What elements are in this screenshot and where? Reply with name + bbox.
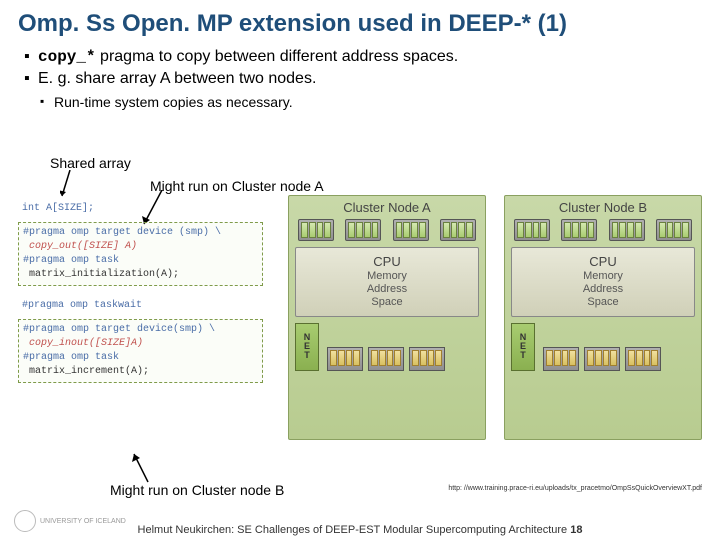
code-b1-l1: #pragma omp target device (smp) \	[23, 226, 258, 240]
accelerators-a	[327, 323, 479, 371]
accelerator	[625, 347, 661, 371]
cluster-node-b: Cluster Node B CPU Memory Address Space …	[504, 195, 702, 440]
node-a-title: Cluster Node A	[295, 200, 479, 215]
label-might-a: Might run on Cluster node A	[150, 178, 324, 194]
slide-title: Omp. Ss Open. MP extension used in DEEP-…	[18, 10, 702, 38]
node-b-title: Cluster Node B	[511, 200, 695, 215]
accelerator	[327, 347, 363, 371]
slide: Omp. Ss Open. MP extension used in DEEP-…	[0, 0, 720, 540]
code-b2-l4: matrix_increment(A);	[23, 365, 258, 379]
code-decl-text: int A[SIZE];	[22, 203, 94, 214]
accelerators-b	[543, 323, 695, 371]
bullet-1-text: pragma to copy between different address…	[96, 48, 459, 65]
bottom-row-b: N E T	[511, 323, 695, 371]
sub-bullet-list: Run-time system copies as necessary.	[40, 94, 702, 110]
code-wait-text: #pragma omp taskwait	[22, 300, 142, 311]
socket	[561, 219, 597, 241]
bullet-2: E. g. share array A between two nodes.	[24, 70, 702, 88]
code-decl: int A[SIZE];	[18, 195, 263, 218]
net-block: N E T	[511, 323, 535, 371]
socket	[514, 219, 550, 241]
memory-a: CPU Memory Address Space	[295, 247, 479, 317]
cpu-label: CPU	[298, 254, 476, 269]
mem-l2: Address	[298, 283, 476, 296]
source-url: http: //www.training.prace-ri.eu/uploads…	[448, 485, 702, 492]
label-shared-array: Shared array	[50, 155, 131, 171]
code-b1-l3: #pragma omp task	[23, 254, 258, 268]
mem-l1: Memory	[514, 270, 692, 283]
footer-main: Helmut Neukirchen: SE Challenges of DEEP…	[138, 524, 571, 536]
cluster-nodes: Cluster Node A CPU Memory Address Space …	[288, 195, 702, 440]
accelerator	[368, 347, 404, 371]
label-might-b: Might run on Cluster node B	[110, 482, 284, 498]
code-b2-l1: #pragma omp target device(smp) \	[23, 323, 258, 337]
code-b1-l2: copy_out([SIZE] A)	[23, 240, 258, 254]
uni-logo: UNIVERSITY OF ICELAND	[14, 510, 144, 532]
logo-circle-icon	[14, 510, 36, 532]
socket	[440, 219, 476, 241]
net-block: N E T	[295, 323, 319, 371]
code-column: int A[SIZE]; #pragma omp target device (…	[18, 195, 263, 389]
diagram-area: int A[SIZE]; #pragma omp target device (…	[18, 195, 702, 475]
accelerator	[543, 347, 579, 371]
accelerator	[584, 347, 620, 371]
sockets-a	[295, 219, 479, 241]
code-b2-l3: #pragma omp task	[23, 351, 258, 365]
page-number: 18	[570, 524, 582, 536]
bottom-row-a: N E T	[295, 323, 479, 371]
copy-keyword: copy_*	[38, 48, 96, 66]
socket	[345, 219, 381, 241]
cluster-node-a: Cluster Node A CPU Memory Address Space …	[288, 195, 486, 440]
code-block-1: #pragma omp target device (smp) \ copy_o…	[18, 222, 263, 286]
memory-b: CPU Memory Address Space	[511, 247, 695, 317]
mem-l3: Space	[298, 296, 476, 309]
logo-text: UNIVERSITY OF ICELAND	[40, 518, 126, 525]
footer: UNIVERSITY OF ICELAND Helmut Neukirchen:…	[0, 524, 720, 536]
bullet-1: copy_* pragma to copy between different …	[24, 48, 702, 66]
cpu-label: CPU	[514, 254, 692, 269]
sockets-b	[511, 219, 695, 241]
mem-l1: Memory	[298, 270, 476, 283]
code-block-2: #pragma omp target device(smp) \ copy_in…	[18, 319, 263, 383]
mem-l3: Space	[514, 296, 692, 309]
socket	[298, 219, 334, 241]
bullet-list: copy_* pragma to copy between different …	[24, 48, 702, 88]
socket	[609, 219, 645, 241]
code-b2-l2: copy_inout([SIZE]A)	[23, 337, 258, 351]
net-t: T	[520, 351, 526, 360]
code-b1-l4: matrix_initialization(A);	[23, 268, 258, 282]
socket	[393, 219, 429, 241]
sub-bullet-1: Run-time system copies as necessary.	[40, 94, 702, 110]
socket	[656, 219, 692, 241]
code-wait: #pragma omp taskwait	[18, 292, 263, 315]
accelerator	[409, 347, 445, 371]
mem-l2: Address	[514, 283, 692, 296]
net-t: T	[304, 351, 310, 360]
